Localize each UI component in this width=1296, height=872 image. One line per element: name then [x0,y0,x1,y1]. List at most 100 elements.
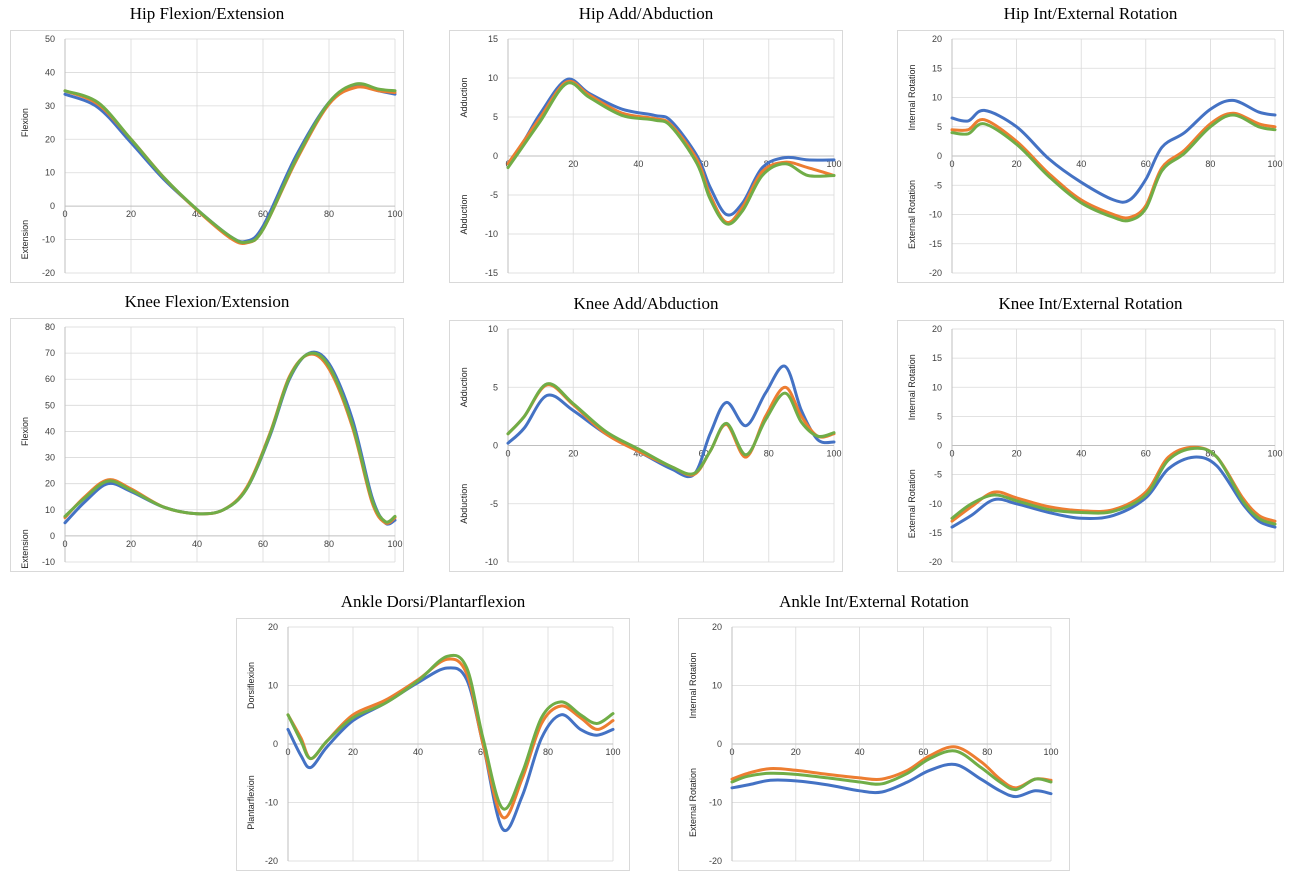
chart-title: Ankle Dorsi/Plantarflexion [340,592,526,611]
y-label-negative: External Rotation [907,469,917,538]
x-tick-label: 60 [258,539,268,549]
y-tick-label: -10 [709,798,722,808]
plot-area: -20 -10 0 10 20 0 20 40 60 80 100 Internal Rotation… [678,618,1070,871]
y-tick-label: -5 [490,499,498,509]
y-tick-label: -20 [42,268,55,278]
x-tick-label: 40 [192,539,202,549]
x-tick-label: 40 [1076,449,1086,459]
x-tick-label: 60 [918,747,928,757]
y-tick-label: 10 [488,73,498,83]
series-line-1 [63,350,397,526]
y-tick-label: 30 [45,453,55,463]
y-label-positive: Internal Rotation [907,64,917,130]
series-line-1 [950,455,1277,529]
y-tick-label: -10 [485,229,498,239]
chart-panel-3: Knee Flexion/Extension -10 0 10 20 30 40 50 60 70… [10,290,404,572]
y-tick-label: 15 [932,353,942,363]
chart-panel-7: Ankle Int/External Rotation -20 -10 0 10 20 0 2… [678,590,1070,871]
y-tick-label: -10 [42,235,55,245]
y-tick-label: 15 [488,34,498,44]
chart-title: Hip Add/Abduction [578,4,714,23]
y-tick-label: -5 [934,180,942,190]
x-tick-label: 0 [62,209,67,219]
y-label-positive: Internal Rotation [688,652,698,718]
chart-panel-4: Knee Add/Abduction -10 -5 0 5 10 0 20 40 60 80 100 A… [449,292,843,572]
x-tick-label: 40 [1076,159,1086,169]
y-tick-label: 0 [937,441,942,451]
series-line-1 [950,98,1277,204]
plot-area: -20 -10 0 10 20 30 40 50 0 20 40 60 80 100 Flexion Exte… [10,30,404,283]
x-tick-label: 80 [1205,449,1215,459]
y-tick-label: -20 [929,268,942,278]
x-tick-label: 100 [826,159,841,169]
y-label-positive: Adduction [459,77,469,117]
series-line-3 [63,351,397,524]
plot-area: -15 -10 -5 0 5 10 15 0 20 40 60 80 100 Adduction Abduc… [449,30,843,283]
y-label-negative: Abduction [459,484,469,524]
y-label-negative: Extension [20,529,30,569]
chart-title: Ankle Int/External Rotation [779,592,969,611]
x-tick-label: 80 [324,539,334,549]
x-tick-label: 40 [633,159,643,169]
chart-svg: -20 -10 0 10 20 0 20 40 60 80 100 Dorsiflexion Plant… [246,622,621,866]
y-tick-label: 5 [937,411,942,421]
series-line-1 [506,364,836,479]
series-line-1 [730,762,1053,799]
plot-area: -20 -10 0 10 20 0 20 40 60 80 100 Dorsiflexion Plant… [236,618,630,871]
y-tick-label: -10 [485,557,498,567]
y-tick-label: -15 [929,239,942,249]
y-tick-label: -20 [265,856,278,866]
y-tick-label: 40 [45,426,55,436]
series-line-3 [286,653,615,811]
y-tick-label: 0 [273,739,278,749]
y-label-positive: Flexion [20,417,30,446]
x-tick-label: 0 [285,747,290,757]
chart-svg: -10 0 10 20 30 40 50 60 70 80 0 20 40 60 80 100 Flexion E… [20,322,403,569]
x-tick-label: 60 [699,159,709,169]
x-tick-label: 80 [982,747,992,757]
x-tick-label: 100 [1267,159,1282,169]
plot-area: -10 0 10 20 30 40 50 60 70 80 0 20 40 60 80 100 Flexion E… [10,318,404,572]
y-tick-label: 70 [45,348,55,358]
chart-panel-2: Hip Int/External Rotation -20 -15 -10 -5 0 5 10… [897,2,1284,283]
y-label-negative: External Rotation [688,768,698,837]
y-tick-label: 20 [268,622,278,632]
y-tick-label: 10 [268,681,278,691]
y-tick-label: 5 [937,122,942,132]
x-tick-label: 20 [1012,449,1022,459]
y-tick-label: -20 [709,856,722,866]
plot-area: -20 -15 -10 -5 0 5 10 15 20 0 20 40 60 80 100 Internal … [897,30,1284,283]
y-tick-label: 80 [45,322,55,332]
y-tick-label: -15 [485,268,498,278]
chart-panel-5: Knee Int/External Rotation -20 -15 -10 -5 0 5 1… [897,292,1284,572]
x-tick-label: 40 [192,209,202,219]
series-line-3 [950,446,1277,526]
y-label-negative: Extension [20,220,30,260]
series-line-3 [63,82,397,245]
chart-title: Hip Int/External Rotation [1003,4,1178,23]
series-line-1 [506,77,836,217]
chart-title: Hip Flexion/Extension [129,4,285,23]
y-tick-label: 15 [932,63,942,73]
y-tick-label: -10 [42,557,55,567]
series-line-1 [63,83,397,244]
x-tick-label: 60 [1141,159,1151,169]
x-tick-label: 0 [949,159,954,169]
y-tick-label: 60 [45,374,55,384]
x-tick-label: 20 [1012,159,1022,169]
chart-svg: -20 -15 -10 -5 0 5 10 15 20 0 20 40 60 80 100 Internal … [907,324,1283,567]
x-tick-label: 100 [605,747,620,757]
chart-title: Knee Flexion/Extension [124,292,290,311]
series-line-2 [730,745,1053,790]
y-tick-label: 0 [937,151,942,161]
x-tick-label: 100 [387,539,402,549]
y-tick-label: 10 [488,324,498,334]
x-tick-label: 100 [826,449,841,459]
plot-area: -10 -5 0 5 10 0 20 40 60 80 100 Adduction Abduction [449,320,843,572]
y-tick-label: 20 [932,324,942,334]
y-tick-label: 20 [712,622,722,632]
chart-panel-1: Hip Add/Abduction -15 -10 -5 0 5 10 15 0 20 40 60 80… [449,2,843,283]
y-tick-label: 0 [50,201,55,211]
